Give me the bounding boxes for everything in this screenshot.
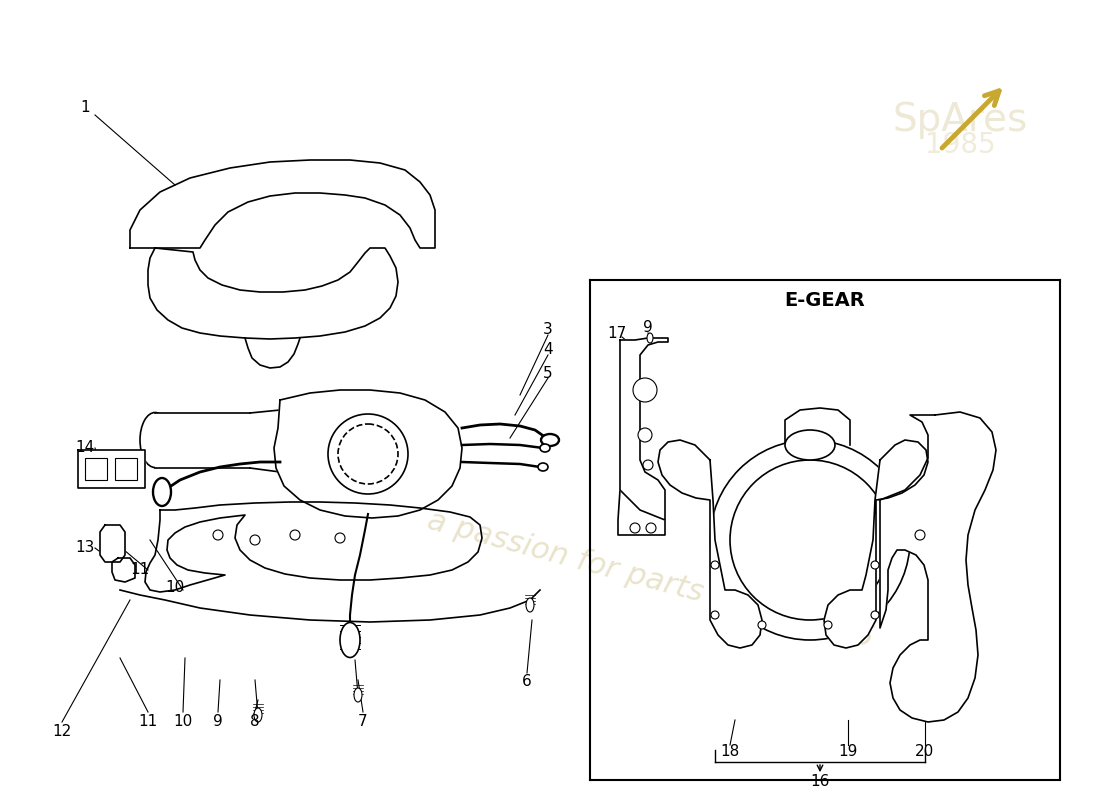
Polygon shape — [880, 412, 996, 722]
Circle shape — [915, 530, 925, 540]
Text: 8: 8 — [250, 714, 260, 730]
Polygon shape — [100, 525, 125, 562]
Polygon shape — [274, 390, 462, 518]
Text: 3: 3 — [543, 322, 553, 338]
Circle shape — [336, 533, 345, 543]
Text: 20: 20 — [915, 745, 935, 759]
Polygon shape — [130, 160, 434, 248]
Polygon shape — [145, 502, 482, 592]
Text: 5: 5 — [543, 366, 553, 381]
Text: 7: 7 — [359, 714, 367, 730]
Ellipse shape — [153, 478, 170, 506]
Polygon shape — [824, 440, 928, 648]
Ellipse shape — [338, 424, 398, 484]
Ellipse shape — [730, 460, 890, 620]
Text: 10: 10 — [174, 714, 192, 730]
Text: 12: 12 — [53, 725, 72, 739]
Text: 10: 10 — [165, 581, 185, 595]
Circle shape — [711, 611, 719, 619]
Polygon shape — [112, 558, 135, 582]
Circle shape — [711, 561, 719, 569]
Text: a passion for parts since 1985: a passion for parts since 1985 — [424, 506, 877, 654]
Text: 9: 9 — [644, 321, 653, 335]
Ellipse shape — [526, 598, 534, 612]
Text: 6: 6 — [522, 674, 532, 690]
Text: 14: 14 — [76, 441, 95, 455]
Ellipse shape — [328, 414, 408, 494]
Text: E-GEAR: E-GEAR — [784, 290, 866, 310]
Circle shape — [758, 621, 766, 629]
Ellipse shape — [354, 688, 362, 702]
Text: 1: 1 — [80, 101, 90, 115]
Ellipse shape — [340, 622, 360, 658]
Text: 16: 16 — [811, 774, 829, 790]
Circle shape — [638, 428, 652, 442]
Polygon shape — [148, 248, 398, 339]
Circle shape — [871, 611, 879, 619]
Polygon shape — [620, 338, 668, 520]
Text: 11: 11 — [139, 714, 157, 730]
Text: 18: 18 — [720, 745, 739, 759]
Circle shape — [871, 561, 879, 569]
Text: 19: 19 — [838, 745, 858, 759]
Text: 13: 13 — [75, 541, 95, 555]
Ellipse shape — [785, 430, 835, 460]
Polygon shape — [658, 440, 762, 648]
Ellipse shape — [254, 708, 262, 722]
Bar — [116, 458, 138, 480]
Ellipse shape — [538, 463, 548, 471]
Circle shape — [250, 535, 260, 545]
Polygon shape — [78, 450, 145, 488]
Circle shape — [632, 378, 657, 402]
Ellipse shape — [647, 333, 653, 343]
Text: SpAres: SpAres — [892, 101, 1027, 139]
Ellipse shape — [540, 444, 550, 452]
Text: 17: 17 — [607, 326, 627, 341]
Circle shape — [630, 523, 640, 533]
Circle shape — [644, 460, 653, 470]
Ellipse shape — [541, 434, 559, 446]
Text: 1985: 1985 — [925, 131, 996, 159]
Circle shape — [290, 530, 300, 540]
Bar — [85, 458, 107, 480]
Bar — [155, 413, 250, 468]
Ellipse shape — [710, 440, 910, 640]
Circle shape — [213, 530, 223, 540]
Text: 11: 11 — [131, 562, 150, 578]
Circle shape — [646, 523, 656, 533]
Text: 9: 9 — [213, 714, 223, 730]
Ellipse shape — [140, 413, 170, 467]
Circle shape — [824, 621, 832, 629]
Text: 4: 4 — [543, 342, 553, 358]
